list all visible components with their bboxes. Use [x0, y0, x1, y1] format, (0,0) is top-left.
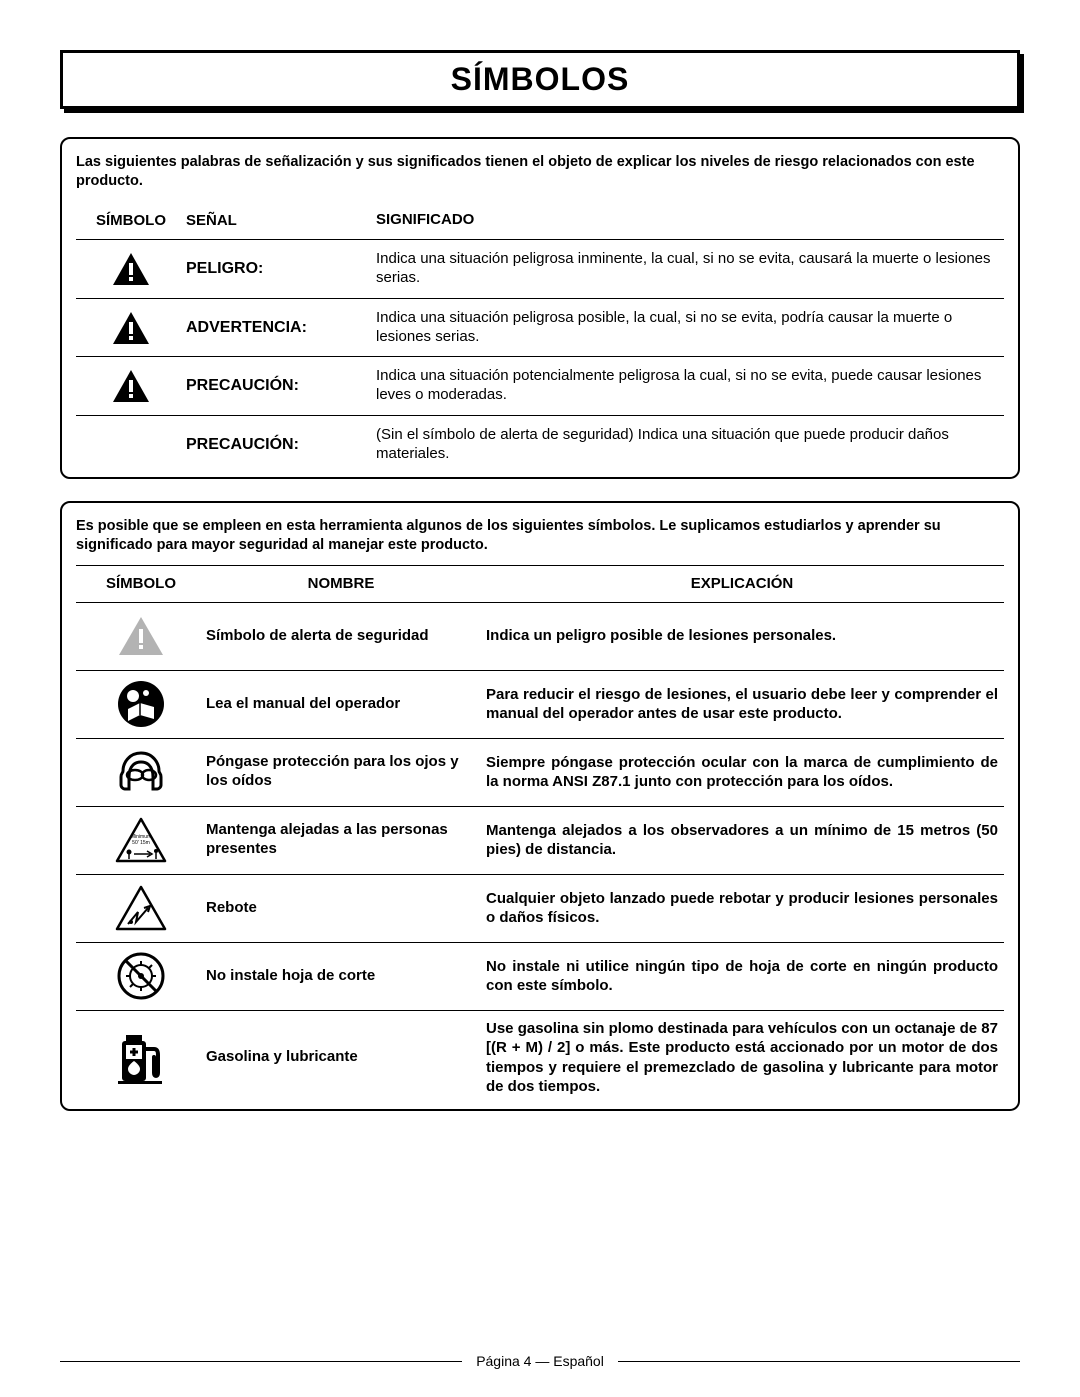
symbol-name: Mantenga alejadas a las personas present…	[206, 821, 486, 859]
alert-icon	[76, 310, 186, 346]
bystander-icon: Minimum50' 15m	[76, 816, 206, 864]
read-manual-icon	[76, 679, 206, 729]
header-name: NOMBRE	[206, 575, 486, 594]
symbol-row: Gasolina y lubricanteUse gasolina sin pl…	[76, 1010, 1004, 1105]
symbol-row: Símbolo de alerta de seguridadIndica un …	[76, 602, 1004, 670]
page-footer: Página 4 — Español	[60, 1353, 1020, 1369]
signal-meaning: Indica una situación peligrosa posible, …	[376, 309, 1004, 347]
symbol-explanation: Mantenga alejados a los observadores a u…	[486, 821, 1004, 860]
symbols-intro: Es posible que se empleen en esta herram…	[76, 517, 1004, 555]
symbol-row: Minimum50' 15mMantenga alejadas a las pe…	[76, 806, 1004, 874]
symbol-name: Gasolina y lubricante	[206, 1048, 486, 1067]
symbol-name: Lea el manual del operador	[206, 695, 486, 714]
alert-grey-icon	[76, 615, 206, 657]
signal-meaning: Indica una situación potencialmente peli…	[376, 367, 1004, 405]
page: SÍMBOLOS Las siguientes palabras de seña…	[0, 0, 1080, 1397]
symbol-explanation: Siempre póngase protección ocular con la…	[486, 753, 1004, 792]
signal-words-intro: Las siguientes palabras de señalización …	[76, 153, 1004, 191]
symbol-explanation: No instale ni utilice ningún tipo de hoj…	[486, 957, 1004, 996]
symbol-name: No instale hoja de corte	[206, 967, 486, 986]
title-box: SÍMBOLOS	[60, 50, 1020, 109]
signal-row: PRECAUCIÓN:Indica una situación potencia…	[76, 356, 1004, 415]
symbol-explanation: Cualquier objeto lanzado puede rebotar y…	[486, 889, 1004, 928]
symbol-explanation: Para reducir el riesgo de lesiones, el u…	[486, 685, 1004, 724]
footer-rule-left	[60, 1361, 462, 1362]
symbol-name: Símbolo de alerta de seguridad	[206, 627, 486, 646]
header-symbol: SÍMBOLO	[76, 212, 186, 229]
symbol-name: Rebote	[206, 899, 486, 918]
footer-text: Página 4 — Español	[462, 1353, 618, 1369]
symbols-panel: Es posible que se empleen en esta herram…	[60, 501, 1020, 1110]
header-meaning: SIGNIFICADO	[376, 211, 1004, 230]
ricochet-icon	[76, 884, 206, 932]
header-signal: SEÑAL	[186, 212, 376, 229]
fuel-icon	[76, 1031, 206, 1085]
no-blade-icon	[76, 951, 206, 1001]
signal-label: PRECAUCIÓN:	[186, 436, 376, 454]
svg-text:50' 15m: 50' 15m	[132, 840, 150, 846]
header-symbol-2: SÍMBOLO	[76, 575, 206, 592]
symbol-row: ReboteCualquier objeto lanzado puede reb…	[76, 874, 1004, 942]
signal-row: ADVERTENCIA:Indica una situación peligro…	[76, 298, 1004, 357]
signal-row: PELIGRO:Indica una situación peligrosa i…	[76, 239, 1004, 298]
symbols-header: SÍMBOLO NOMBRE EXPLICACIÓN	[76, 565, 1004, 602]
symbol-explanation: Use gasolina sin plomo destinada para ve…	[486, 1019, 1004, 1097]
footer-rule-right	[618, 1361, 1020, 1362]
symbol-row: Póngase protección para los ojos y los o…	[76, 738, 1004, 806]
alert-icon	[76, 251, 186, 287]
signal-meaning: Indica una situación peligrosa inminente…	[376, 250, 1004, 288]
signal-label: PELIGRO:	[186, 260, 376, 278]
signal-row: PRECAUCIÓN:(Sin el símbolo de alerta de …	[76, 415, 1004, 474]
header-explanation: EXPLICACIÓN	[486, 574, 1004, 594]
symbol-name: Póngase protección para los ojos y los o…	[206, 753, 486, 791]
eye-ear-icon	[76, 749, 206, 795]
signal-words-panel: Las siguientes palabras de señalización …	[60, 137, 1020, 479]
page-title: SÍMBOLOS	[63, 61, 1017, 98]
symbol-row: No instale hoja de corteNo instale ni ut…	[76, 942, 1004, 1010]
symbol-row: Lea el manual del operadorPara reducir e…	[76, 670, 1004, 738]
alert-icon	[76, 368, 186, 404]
signal-words-header: SÍMBOLO SEÑAL SIGNIFICADO	[76, 201, 1004, 240]
signal-label: ADVERTENCIA:	[186, 319, 376, 337]
symbol-explanation: Indica un peligro posible de lesiones pe…	[486, 626, 1004, 646]
signal-label: PRECAUCIÓN:	[186, 377, 376, 395]
signal-meaning: (Sin el símbolo de alerta de seguridad) …	[376, 426, 1004, 464]
